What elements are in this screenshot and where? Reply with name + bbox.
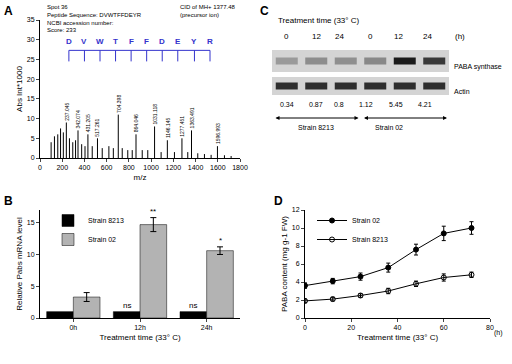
svg-text:0.34: 0.34: [280, 101, 294, 108]
svg-text:D: D: [66, 37, 72, 46]
svg-text:2: 2: [296, 296, 300, 303]
svg-text:Strain 02: Strain 02: [375, 124, 403, 131]
svg-text:0.8: 0.8: [334, 101, 344, 108]
svg-text:Actin: Actin: [454, 88, 470, 95]
svg-text:B: B: [4, 194, 13, 208]
svg-text:4.21: 4.21: [418, 101, 432, 108]
svg-text:ns: ns: [123, 301, 131, 310]
svg-text:CID of MH+ 1377.48(precursor i: CID of MH+ 1377.48(precursor ion): [180, 4, 236, 18]
svg-text:0: 0: [31, 314, 35, 321]
svg-text:PABA synthase: PABA synthase: [454, 63, 502, 71]
svg-text:T: T: [113, 37, 118, 46]
svg-text:D: D: [274, 194, 283, 208]
svg-text:10: 10: [292, 224, 300, 231]
svg-text:Treatment time (33° C): Treatment time (33° C): [278, 16, 359, 25]
svg-text:12: 12: [312, 32, 321, 41]
svg-text:517.261: 517.261: [94, 118, 100, 136]
svg-text:30: 30: [27, 36, 35, 43]
svg-text:D: D: [159, 37, 165, 46]
svg-text:0h: 0h: [69, 324, 77, 331]
svg-text:80: 80: [486, 324, 494, 331]
svg-text:6: 6: [296, 260, 300, 267]
svg-text:Strain 8213: Strain 8213: [298, 124, 334, 131]
svg-text:0: 0: [368, 32, 373, 41]
svg-text:(h): (h): [494, 329, 503, 337]
svg-text:400: 400: [79, 164, 91, 171]
svg-text:C: C: [260, 4, 269, 18]
svg-text:1031.118: 1031.118: [152, 104, 158, 125]
svg-text:20: 20: [347, 324, 355, 331]
svg-text:ns: ns: [189, 301, 197, 310]
svg-text:Treatment time (33° C): Treatment time (33° C): [99, 333, 180, 342]
svg-text:5: 5: [31, 135, 35, 142]
svg-text:0: 0: [284, 32, 289, 41]
svg-text:Treatment time (33° C): Treatment time (33° C): [357, 333, 438, 342]
svg-text:35: 35: [27, 16, 35, 23]
svg-text:25: 25: [27, 56, 35, 63]
svg-text:Y: Y: [191, 37, 197, 46]
svg-text:Abs Int*1000: Abs Int*1000: [15, 66, 24, 112]
svg-text:237.045: 237.045: [64, 103, 70, 121]
svg-text:0: 0: [38, 164, 42, 171]
svg-text:24: 24: [335, 32, 344, 41]
svg-text:12h: 12h: [134, 324, 146, 331]
svg-text:F: F: [144, 37, 149, 46]
svg-text:24: 24: [423, 32, 432, 41]
svg-text:5: 5: [31, 283, 35, 290]
svg-text:600: 600: [101, 164, 113, 171]
svg-text:Strain 8213: Strain 8213: [88, 217, 124, 224]
svg-text:*: *: [219, 236, 222, 245]
svg-text:1146.145: 1146.145: [165, 117, 171, 138]
svg-text:1596.993: 1596.993: [215, 123, 221, 144]
svg-text:0: 0: [296, 314, 300, 321]
svg-text:1.12: 1.12: [359, 101, 373, 108]
svg-text:1800: 1800: [232, 164, 248, 171]
svg-text:1400: 1400: [188, 164, 204, 171]
svg-text:15: 15: [27, 95, 35, 102]
svg-text:864.046: 864.046: [133, 114, 139, 132]
svg-text:1600: 1600: [210, 164, 226, 171]
svg-text:m/z: m/z: [134, 173, 147, 182]
svg-text:24h: 24h: [201, 324, 213, 331]
svg-text:15: 15: [27, 219, 35, 226]
svg-text:1277.451: 1277.451: [179, 116, 185, 137]
svg-text:F: F: [129, 37, 134, 46]
svg-text:0: 0: [31, 154, 35, 161]
svg-text:431.205: 431.205: [85, 114, 91, 132]
svg-text:10: 10: [27, 251, 35, 258]
svg-text:800: 800: [123, 164, 135, 171]
svg-text:8: 8: [296, 242, 300, 249]
svg-text:**: **: [150, 207, 156, 216]
svg-text:200: 200: [56, 164, 68, 171]
svg-text:40: 40: [394, 324, 402, 331]
svg-text:A: A: [4, 4, 13, 18]
svg-text:1000: 1000: [143, 164, 159, 171]
svg-text:20: 20: [27, 76, 35, 83]
svg-text:704.398: 704.398: [116, 95, 122, 113]
svg-text:0: 0: [303, 324, 307, 331]
svg-text:4: 4: [296, 278, 300, 285]
svg-text:Relative Pabs mRNA level: Relative Pabs mRNA level: [15, 217, 24, 311]
svg-text:60: 60: [440, 324, 448, 331]
svg-text:PABA content (mg g-1 FW): PABA content (mg g-1 FW): [280, 216, 289, 312]
svg-text:12: 12: [292, 206, 300, 213]
svg-text:Spot 36Peptide Sequence: DVWTF: Spot 36Peptide Sequence: DVWTFFDEYRNCBI …: [47, 4, 142, 33]
svg-text:10: 10: [27, 115, 35, 122]
svg-text:V: V: [81, 37, 87, 46]
svg-text:(h): (h): [455, 32, 465, 41]
svg-text:12: 12: [394, 32, 403, 41]
svg-text:1363.491: 1363.491: [189, 107, 195, 128]
svg-text:0.87: 0.87: [309, 101, 323, 108]
svg-text:1200: 1200: [166, 164, 182, 171]
svg-text:5.45: 5.45: [389, 101, 403, 108]
svg-text:Strain 02: Strain 02: [352, 217, 380, 224]
svg-text:W: W: [96, 37, 104, 46]
svg-text:Strain 02: Strain 02: [88, 236, 116, 243]
svg-text:R: R: [207, 37, 213, 46]
svg-text:Strain 8213: Strain 8213: [352, 236, 388, 243]
svg-text:342.074: 342.074: [75, 110, 81, 128]
svg-text:E: E: [175, 37, 181, 46]
